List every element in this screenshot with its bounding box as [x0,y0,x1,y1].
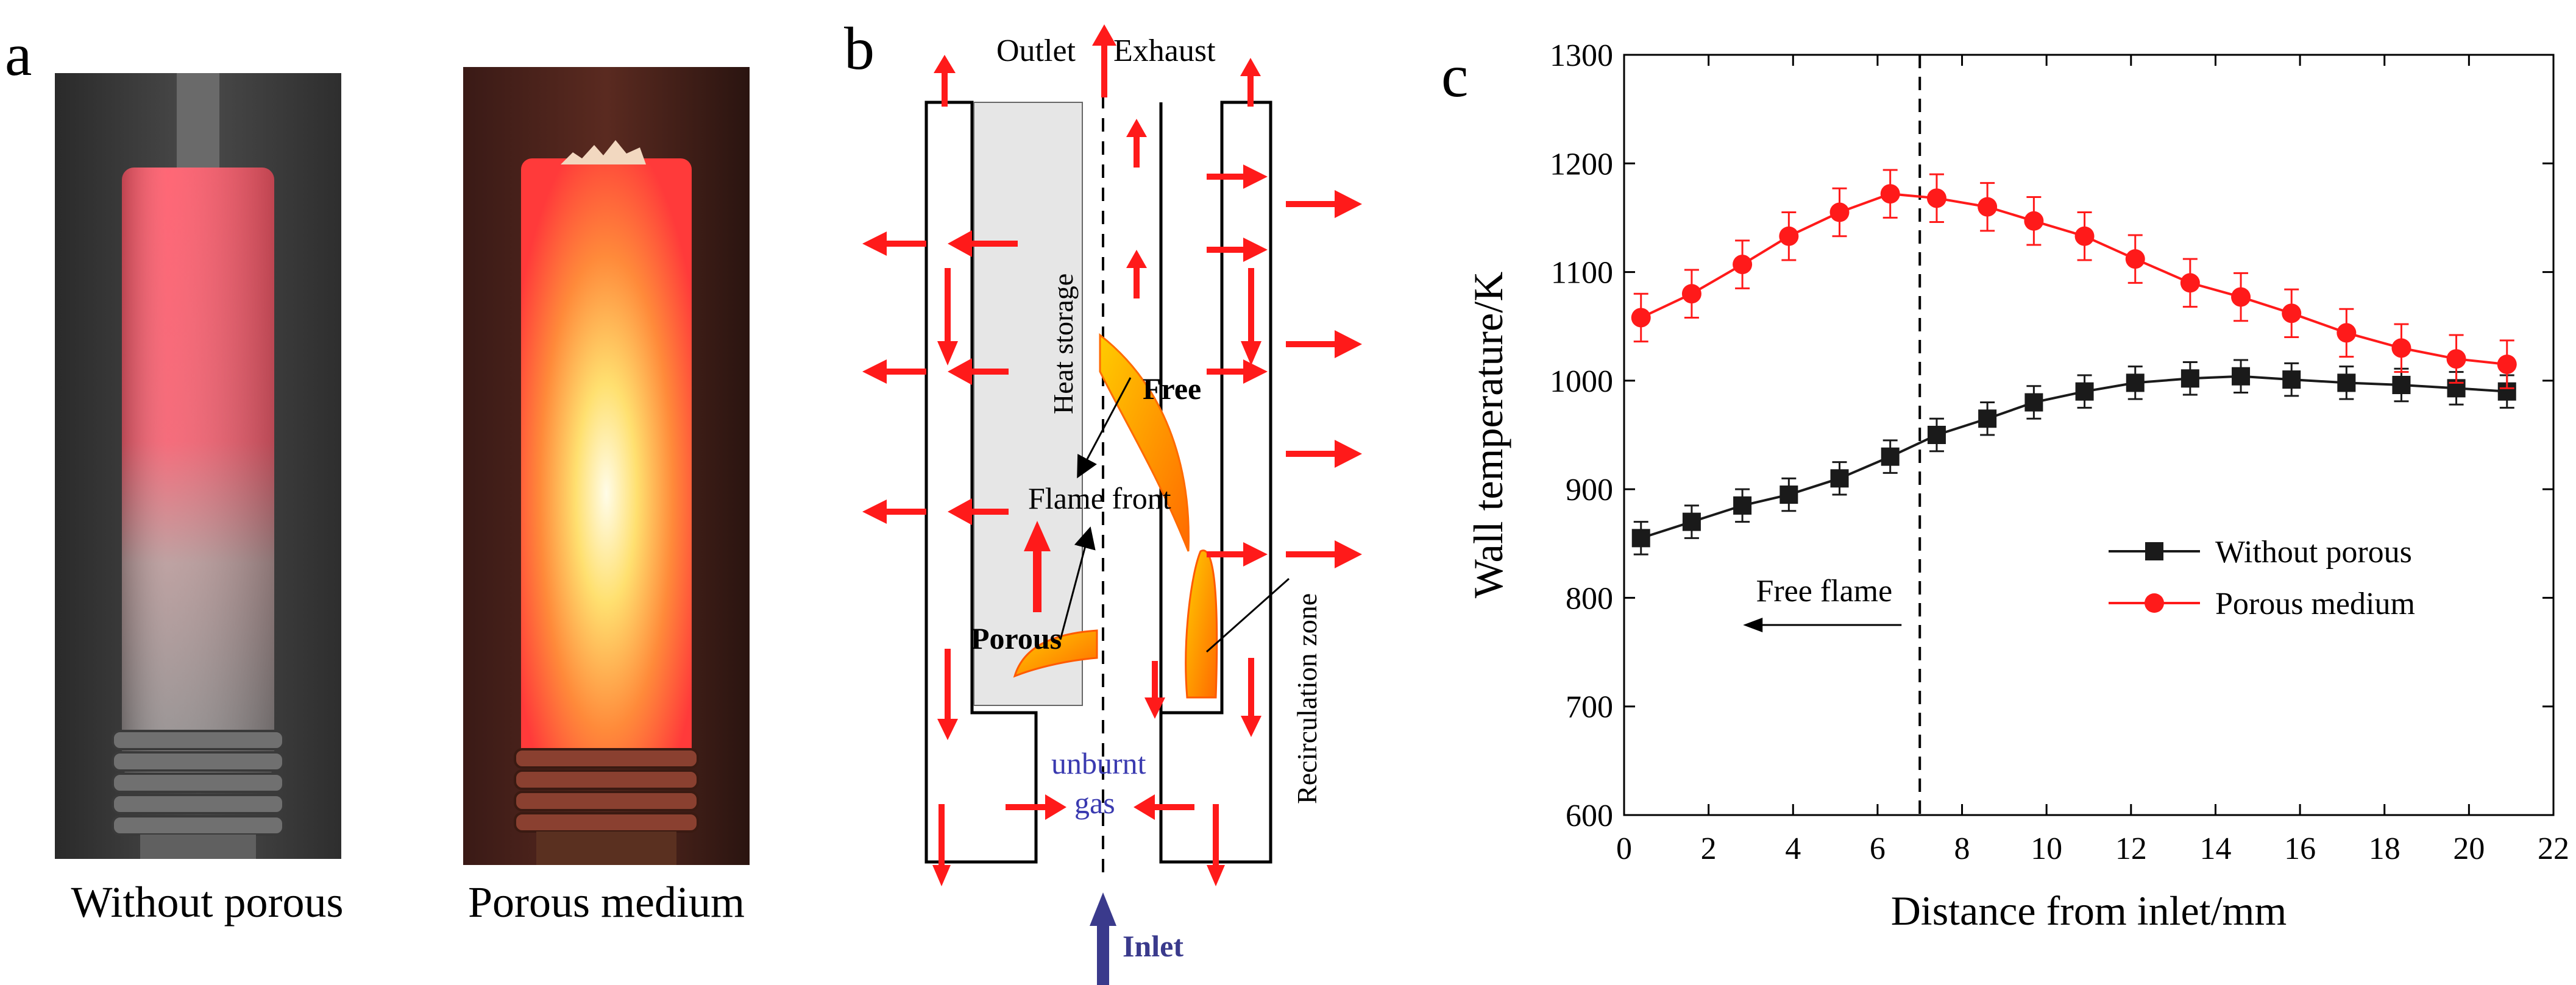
y-tick-label: 1100 [1551,256,1613,291]
data-point [1779,226,1799,246]
x-tick-label: 14 [2199,831,2231,866]
wall-temperature-chart: 0 2 4 6 8 10 12 14 16 18 20 22 600 700 800 900 1000 1100 1… [1465,38,2569,934]
y-tick-label: 1000 [1550,364,1613,399]
data-point [2337,373,2356,392]
data-point [1779,485,1798,504]
recirculation-flame-shape [1185,549,1218,699]
x-tick-label: 4 [1785,831,1801,866]
data-point [1880,184,1900,204]
data-point [1926,188,1946,208]
data-point [2336,323,2357,343]
label-gas: gas [1074,786,1115,820]
panel-a-letter: a [5,21,32,88]
data-point [2282,370,2301,389]
x-tick-label: 2 [1701,831,1717,866]
data-point [2497,355,2517,375]
label-flame-front: Flame front [1028,481,1171,515]
series-line [1641,375,2507,540]
data-point [1881,447,1900,466]
series-0 [1631,359,2516,556]
x-tick-label: 0 [1616,831,1632,866]
data-point [2180,273,2200,293]
heat-storage-region [973,102,1083,706]
label-outlet: Outlet [996,34,1076,68]
x-tick-label: 20 [2453,831,2485,866]
y-tick-label: 600 [1566,799,1613,833]
x-tick-label: 8 [1954,831,1970,866]
y-axis-label: Wall temperature/K [1465,272,1511,598]
label-exhaust: Exhaust [1113,34,1216,68]
data-point [2126,373,2145,392]
data-point [1631,308,1651,328]
data-point [2392,375,2411,394]
y-tick-label: 1300 [1550,38,1613,73]
data-point [1681,284,1701,304]
label-unburnt: unburnt [1051,746,1146,780]
caption-porous-medium: Porous medium [467,878,745,927]
free-flame-label: Free flame [1756,574,1892,609]
data-point [2075,382,2094,401]
x-tick-label: 16 [2284,831,2316,866]
data-point [2231,287,2251,307]
legend-marker [2145,593,2164,613]
data-point [1733,496,1752,515]
data-point [1830,469,1849,488]
data-point [2024,211,2044,231]
data-point [1829,202,1850,222]
panel-c-letter: c [1441,42,1469,110]
label-inlet: Inlet [1123,929,1183,963]
data-point [2074,226,2095,246]
label-heat-storage: Heat storage [1048,274,1079,414]
label-free: Free [1143,372,1201,406]
y-tick-label: 700 [1566,690,1613,725]
free-flame-shape [1099,333,1190,552]
data-point [1733,255,1753,275]
series-line [1640,192,2507,366]
data-point [2391,338,2411,358]
legend-marker [2145,542,2163,560]
data-point [2282,303,2302,323]
x-axis-label: Distance from inlet/mm [1891,888,2287,934]
legend-label: Without porous [2215,535,2412,570]
photo-without-porous [55,73,341,859]
data-point [2232,367,2251,386]
y-tick-label: 900 [1566,473,1613,507]
label-porous: Porous [971,621,1062,655]
label-recirculation-zone: Recirculation zone [1291,593,1322,804]
data-point [2446,349,2466,369]
inlet-arrow [1090,892,1116,985]
data-point [1631,529,1650,548]
plot-frame [1623,54,2555,816]
data-point [2024,393,2043,412]
data-point [1682,512,1701,531]
data-point [1927,426,1946,444]
data-point [1978,409,1997,428]
data-point [2180,369,2199,388]
series-1 [1631,169,2517,389]
y-tick-label: 800 [1566,581,1613,616]
data-point [2125,249,2145,269]
porous-flame-shape [1013,629,1098,678]
panel-b-diagram: Outlet Exhaust Heat storage Free Flame f… [862,24,1362,985]
flow-arrows [862,24,1362,886]
free-flame-arrow-head [1743,618,1763,632]
x-tick-label: 18 [2369,831,2400,866]
caption-without-porous: Without porous [71,878,344,927]
x-tick-label: 12 [2115,831,2147,866]
panel-b-letter: b [844,15,875,82]
legend-label: Porous medium [2215,587,2415,621]
y-tick-label: 1200 [1550,147,1613,182]
x-tick-label: 22 [2538,831,2569,866]
x-tick-label: 10 [2031,831,2062,866]
x-tick-label: 6 [1870,831,1886,866]
data-point [1978,197,1998,217]
photo-porous-medium [463,67,750,865]
